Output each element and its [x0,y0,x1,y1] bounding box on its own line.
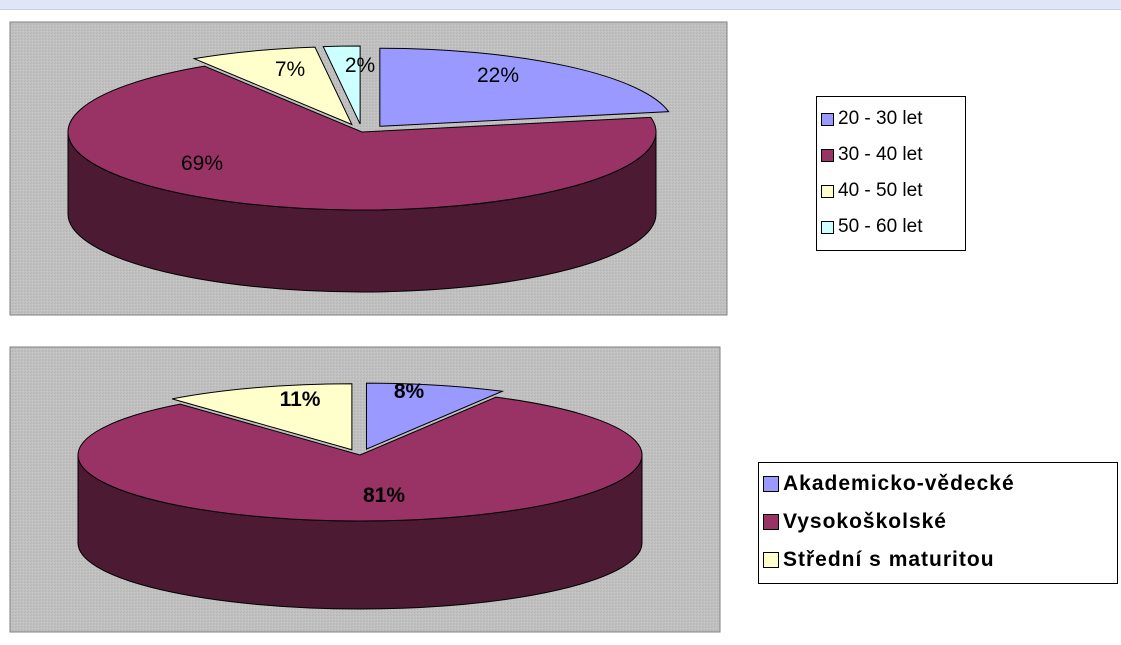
legend-label: Akademicko-vědecké [783,472,1015,495]
pie-data-label: 2% [345,54,375,77]
pie-slice-2 [192,46,353,126]
pie-slice-0 [379,47,670,127]
pie-slice-1 [67,65,657,211]
pie-data-label: 11% [280,388,321,411]
legend-item: Akademicko-vědecké [763,465,1113,503]
pie-data-label: 8% [394,380,425,403]
legend-swatch-icon [763,514,779,530]
legend-label: 40 - 50 let [838,180,923,201]
legend-swatch-icon [821,112,834,126]
legend-education: Akademicko-vědecké Vysokoškolské Střední… [758,462,1118,584]
pie-slice-1 [77,396,643,522]
legend-label: 20 - 30 let [838,108,923,129]
legend-label: Střední s maturitou [783,548,995,571]
legend-swatch-icon [821,148,834,162]
legend-item: Vysokoškolské [763,503,1113,541]
pie-chart-age: 22% 69% 7% 2% [67,45,670,293]
legend-swatch-icon [763,476,779,492]
pie-data-label: 69% [181,152,223,175]
pie-data-label: 81% [363,484,405,507]
pie-slice-3 [322,45,361,125]
pie-slice-0 [365,382,505,450]
legend-label: 50 - 60 let [838,216,923,237]
legend-item: 40 - 50 let [821,173,961,209]
top-bar [0,0,1121,10]
legend-item: 30 - 40 let [821,137,961,173]
legend-age: 20 - 30 let 30 - 40 let 40 - 50 let 50 -… [816,96,966,251]
legend-item: 20 - 30 let [821,101,961,137]
legend-label: 30 - 40 let [838,144,923,165]
legend-item: 50 - 60 let [821,209,961,245]
pie-slice-2 [171,383,353,451]
pie-chart-education: 8% 81% 11% [77,380,643,610]
legend-swatch-icon [821,220,834,234]
legend-swatch-icon [763,552,779,568]
pie-data-label: 7% [275,58,305,81]
legend-item: Střední s maturitou [763,541,1113,579]
legend-label: Vysokoškolské [783,510,947,533]
legend-swatch-icon [821,184,834,198]
pie-data-label: 22% [477,64,519,87]
